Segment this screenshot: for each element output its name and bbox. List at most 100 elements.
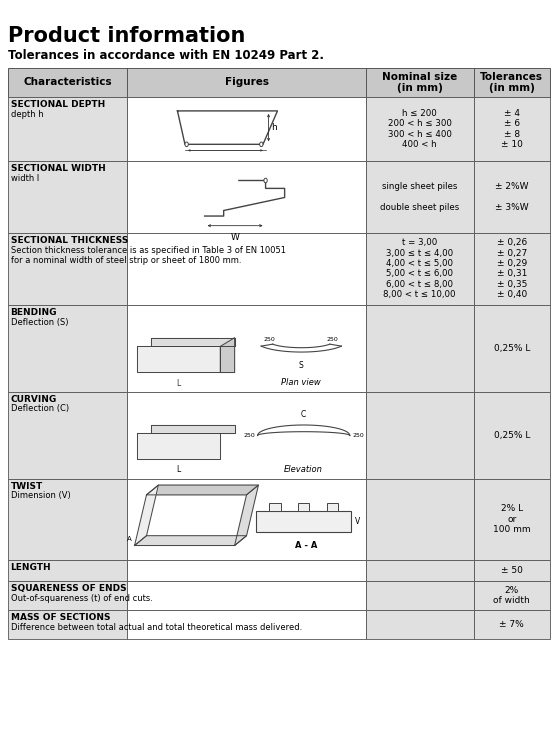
Bar <box>127 305 365 392</box>
Text: h ≤ 200
200 < h ≤ 300
300 < h ≤ 400
400 < h: h ≤ 200 200 < h ≤ 300 300 < h ≤ 400 400 … <box>388 109 451 149</box>
Bar <box>8 233 127 305</box>
Text: width l: width l <box>11 174 39 183</box>
Text: depth h: depth h <box>11 110 43 119</box>
Bar <box>8 97 127 161</box>
Circle shape <box>185 142 188 147</box>
Text: L: L <box>176 466 181 475</box>
Text: 250: 250 <box>352 433 364 438</box>
Bar <box>127 560 365 581</box>
Text: BENDING: BENDING <box>11 308 57 317</box>
Polygon shape <box>137 346 220 373</box>
Text: Section thickness tolerance is as specified in Table 3 of EN 10051: Section thickness tolerance is as specif… <box>11 246 286 255</box>
Text: TWIST: TWIST <box>11 482 43 491</box>
Text: single sheet piles

double sheet piles: single sheet piles double sheet piles <box>380 182 459 212</box>
Text: Deflection (C): Deflection (C) <box>11 404 69 414</box>
Bar <box>474 305 550 392</box>
Bar <box>127 161 365 233</box>
Bar <box>127 97 365 161</box>
Text: Characteristics: Characteristics <box>23 77 112 88</box>
Bar <box>365 305 474 392</box>
Text: ± 0,26
± 0,27
± 0,29
± 0,31
± 0,35
± 0,40: ± 0,26 ± 0,27 ± 0,29 ± 0,31 ± 0,35 ± 0,4… <box>497 238 527 299</box>
Text: Plan view: Plan view <box>281 378 321 387</box>
Text: ± 2%W

± 3%W: ± 2%W ± 3%W <box>495 182 528 212</box>
Bar <box>365 479 474 560</box>
Bar <box>8 68 550 97</box>
Text: SECTIONAL THICKNESS: SECTIONAL THICKNESS <box>11 236 128 245</box>
Bar <box>365 97 474 161</box>
Bar <box>365 392 474 479</box>
Text: SECTIONAL WIDTH: SECTIONAL WIDTH <box>11 164 105 173</box>
Text: 2%
of width: 2% of width <box>493 586 530 606</box>
Bar <box>270 503 281 511</box>
Bar <box>474 97 550 161</box>
Polygon shape <box>147 485 258 495</box>
Text: A: A <box>127 536 132 542</box>
Bar <box>256 511 352 531</box>
Text: CURVING: CURVING <box>11 395 57 404</box>
Text: C: C <box>301 410 306 419</box>
Bar <box>365 161 474 233</box>
Text: Figures: Figures <box>224 77 268 88</box>
Polygon shape <box>134 536 247 546</box>
Text: Product information: Product information <box>8 26 246 46</box>
Bar <box>8 560 127 581</box>
Polygon shape <box>151 425 234 433</box>
Text: 0,25% L: 0,25% L <box>494 431 530 439</box>
Text: L: L <box>176 379 181 388</box>
Text: SQUARENESS OF ENDS: SQUARENESS OF ENDS <box>11 584 126 593</box>
Bar <box>8 479 127 560</box>
Circle shape <box>259 142 263 147</box>
Text: Deflection (S): Deflection (S) <box>11 318 68 327</box>
Bar <box>8 581 127 610</box>
Bar <box>365 610 474 639</box>
Bar <box>474 233 550 305</box>
Text: W: W <box>230 233 239 242</box>
Text: S: S <box>299 361 304 370</box>
Bar <box>365 560 474 581</box>
Bar <box>474 610 550 639</box>
Text: Tolerances in accordance with EN 10249 Part 2.: Tolerances in accordance with EN 10249 P… <box>8 49 324 62</box>
Bar <box>127 479 365 560</box>
Polygon shape <box>151 338 234 346</box>
Text: t = 3,00
3,00 ≤ t ≤ 4,00
4,00 < t ≤ 5,00
5,00 < t ≤ 6,00
6,00 < t ≤ 8,00
8,00 < : t = 3,00 3,00 ≤ t ≤ 4,00 4,00 < t ≤ 5,00… <box>383 238 456 299</box>
Bar <box>8 161 127 233</box>
Bar <box>127 610 365 639</box>
Text: ± 4
± 6
± 8
± 10: ± 4 ± 6 ± 8 ± 10 <box>501 109 523 149</box>
Bar <box>127 581 365 610</box>
Text: Dimension (V): Dimension (V) <box>11 491 70 500</box>
Bar <box>8 610 127 639</box>
Bar <box>365 233 474 305</box>
Polygon shape <box>220 338 234 373</box>
Text: Out-of-squareness (t) of end cuts.: Out-of-squareness (t) of end cuts. <box>11 594 152 603</box>
Text: V: V <box>355 517 360 526</box>
Polygon shape <box>134 485 158 546</box>
Text: h: h <box>271 123 277 132</box>
Bar <box>365 581 474 610</box>
Text: LENGTH: LENGTH <box>11 563 51 572</box>
Text: Nominal size
(in mm): Nominal size (in mm) <box>382 72 458 93</box>
Text: ± 50: ± 50 <box>501 566 523 575</box>
Bar <box>127 392 365 479</box>
Bar <box>474 161 550 233</box>
Text: SECTIONAL DEPTH: SECTIONAL DEPTH <box>11 100 105 109</box>
Text: 250: 250 <box>264 337 276 342</box>
Circle shape <box>264 178 267 183</box>
Text: Tolerances
(in mm): Tolerances (in mm) <box>480 72 543 93</box>
Bar <box>474 560 550 581</box>
Bar <box>127 233 365 305</box>
Bar <box>326 503 338 511</box>
Polygon shape <box>234 485 258 546</box>
Polygon shape <box>137 433 220 460</box>
Text: for a nominal width of steel strip or sheet of 1800 mm.: for a nominal width of steel strip or sh… <box>11 256 241 265</box>
Text: 250: 250 <box>327 337 339 342</box>
Bar <box>8 305 127 392</box>
Text: ± 7%: ± 7% <box>499 620 524 629</box>
Text: 250: 250 <box>244 433 256 438</box>
Bar <box>474 392 550 479</box>
Text: Elevation: Elevation <box>284 465 323 474</box>
Text: Difference between total actual and total theoretical mass delivered.: Difference between total actual and tota… <box>11 623 302 632</box>
Bar <box>298 503 309 511</box>
Bar <box>474 581 550 610</box>
Text: A - A: A - A <box>295 541 318 550</box>
Text: 0,25% L: 0,25% L <box>494 344 530 352</box>
